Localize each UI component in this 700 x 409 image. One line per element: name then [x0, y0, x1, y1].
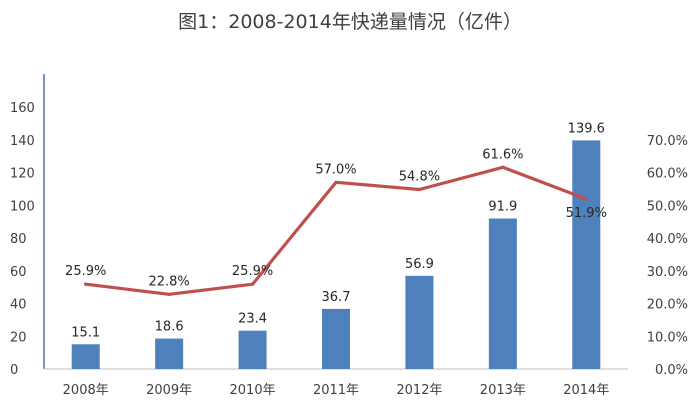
y-left-tick-label: 0 [10, 363, 18, 378]
line-point [584, 197, 588, 201]
line-data-label: 54.8% [399, 170, 440, 185]
y-left-tick-label: 80 [10, 232, 27, 247]
bar [155, 338, 184, 369]
bar [405, 275, 434, 369]
line-point [417, 187, 422, 192]
line-data-label: 22.8% [148, 274, 189, 289]
line-series [84, 165, 588, 296]
bar-data-label: 15.1 [71, 325, 100, 340]
y-left-tick-label: 120 [10, 167, 35, 182]
bar-data-label: 18.6 [155, 320, 184, 335]
data-labels: 15.1 18.6 23.4 36.7 56.9 91.9 139.6 25.9% 22.8% 2… [65, 121, 607, 340]
line-point [334, 180, 338, 184]
line-data-label: 61.6% [482, 147, 523, 162]
line-data-label: 51.9% [566, 206, 607, 221]
bar [71, 344, 100, 369]
bar [322, 308, 350, 369]
y-left-tick-label: 140 [10, 134, 35, 149]
x-tick-label: 2014年 [563, 383, 609, 398]
x-tick-label: 2012年 [396, 383, 442, 398]
bar [572, 140, 601, 369]
y-right-tick-label: 30.0% [647, 265, 688, 280]
y-right-tick-label: 0.0% [655, 363, 688, 378]
y-left-tick-label: 100 [10, 199, 35, 214]
y-right-tick-label: 60.0% [647, 167, 688, 182]
line-point [250, 282, 255, 286]
bar-data-label: 36.7 [322, 290, 351, 305]
x-tick-label: 2008年 [63, 383, 109, 398]
line-point [167, 292, 171, 296]
x-tick-label: 2010年 [230, 383, 276, 398]
line-point [84, 282, 88, 286]
x-tick-label: 2009年 [146, 383, 192, 398]
bar-data-label: 139.6 [568, 121, 605, 136]
chart-title: 图1：2008-2014年快递量情况（亿件） [178, 11, 522, 33]
line-data-label: 57.0% [315, 162, 356, 177]
axes: 0 20 40 60 80 100 120 140 160 0.0% 10.0% 20.0% 30.0%… [10, 74, 688, 398]
y-right-tick-label: 50.0% [647, 199, 688, 214]
y-right-tick-label: 20.0% [647, 298, 688, 313]
bar [238, 330, 267, 369]
y-left-tick-label: 60 [10, 265, 27, 280]
line-data-label: 25.9% [232, 264, 273, 279]
y-right-tick-label: 10.0% [647, 330, 688, 345]
x-tick-label: 2011年 [313, 383, 359, 398]
bar-data-label: 91.9 [488, 200, 517, 215]
y-right-tick-label: 70.0% [647, 134, 688, 149]
line-point [501, 165, 505, 169]
bar-data-label: 23.4 [238, 312, 267, 327]
bar-series [71, 140, 601, 369]
y-right-tick-label: 40.0% [647, 232, 688, 247]
x-tick-label: 2013年 [480, 383, 526, 398]
bar-data-label: 56.9 [405, 257, 434, 272]
line-data-label: 25.9% [65, 264, 106, 279]
y-left-tick-label: 160 [10, 101, 35, 116]
y-left-tick-label: 40 [10, 298, 27, 313]
y-left-tick-label: 20 [10, 330, 27, 345]
bar [488, 218, 517, 369]
